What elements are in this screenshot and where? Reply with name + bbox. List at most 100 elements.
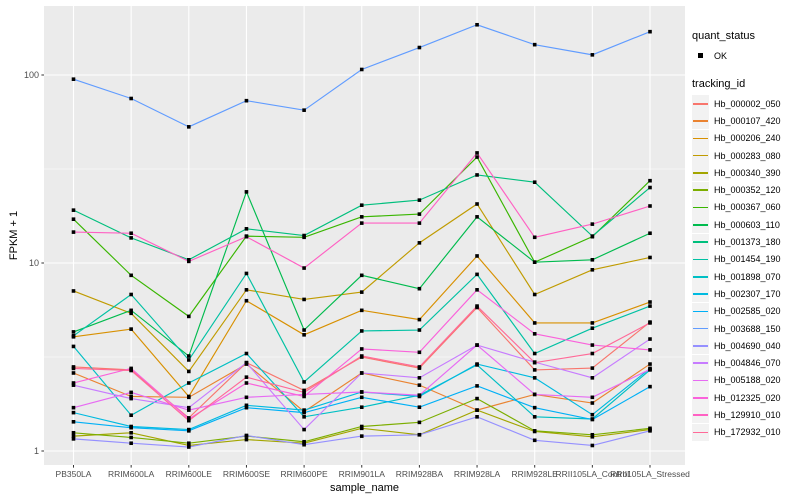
- data-point: [359, 67, 364, 72]
- data-point: [71, 419, 76, 424]
- x-tick-label: RRIM901LA: [339, 469, 386, 479]
- data-point: [532, 180, 537, 185]
- data-point: [417, 393, 422, 398]
- legend-title-quant-status: quant_status: [692, 30, 755, 42]
- legend-item-Hb_002307_170: Hb_002307_170: [692, 285, 798, 303]
- data-point: [244, 234, 249, 239]
- data-point: [590, 257, 595, 262]
- black-point-icon: [698, 53, 703, 58]
- data-point: [129, 236, 133, 240]
- data-point: [71, 434, 76, 438]
- series-color-key: [692, 233, 709, 251]
- data-point: [71, 208, 76, 212]
- series-line-icon: [693, 293, 708, 295]
- legend-item-Hb_000283_080: Hb_000283_080: [692, 147, 798, 165]
- data-point: [417, 420, 422, 425]
- data-point: [417, 365, 422, 369]
- data-point: [648, 29, 652, 34]
- plot-panel: [44, 6, 685, 465]
- legend-item-label: Hb_012325_020: [714, 392, 781, 403]
- series-color-key: [692, 112, 709, 130]
- x-tick-label: RRII105LA_Control: [555, 469, 629, 479]
- data-point: [590, 53, 595, 57]
- legend-item-label: Hb_002307_170: [714, 288, 781, 299]
- data-point: [71, 289, 76, 293]
- data-point: [302, 410, 306, 415]
- y-tick-label: 10: [29, 258, 39, 268]
- data-point: [129, 292, 133, 297]
- legend-item-label: Hb_001454_190: [714, 254, 781, 265]
- data-point: [187, 429, 191, 433]
- y-tick-label: 100: [24, 70, 39, 80]
- data-point: [648, 178, 652, 183]
- series-color-key: [692, 181, 709, 199]
- data-point: [417, 241, 422, 245]
- data-point: [244, 271, 249, 276]
- data-point: [244, 433, 249, 438]
- legend-item-Hb_000206_240: Hb_000206_240: [692, 129, 798, 147]
- data-point: [129, 231, 133, 236]
- data-point: [359, 426, 364, 431]
- data-point: [475, 408, 479, 412]
- legend-item-label: Hb_000283_080: [714, 150, 781, 161]
- data-point: [187, 381, 191, 385]
- data-point: [532, 415, 537, 419]
- legend-item-Hb_002585_020: Hb_002585_020: [692, 302, 798, 320]
- data-point: [532, 332, 537, 336]
- series-line-icon: [693, 379, 708, 382]
- legend-item-Hb_000107_420: Hb_000107_420: [692, 112, 798, 130]
- data-point: [590, 222, 595, 226]
- data-point: [71, 410, 76, 415]
- data-point: [648, 321, 652, 325]
- data-point: [71, 366, 76, 371]
- data-point: [648, 231, 652, 236]
- data-point: [129, 413, 133, 418]
- data-point: [590, 343, 595, 347]
- data-point: [359, 424, 364, 429]
- series-line-icon: [693, 310, 708, 313]
- data-point: [71, 344, 76, 349]
- data-point: [590, 268, 595, 272]
- data-point: [648, 185, 652, 190]
- ok-point-marker-key: [692, 47, 709, 64]
- data-point: [71, 230, 76, 234]
- data-point: [417, 45, 422, 50]
- data-point: [590, 376, 595, 380]
- series-line-icon: [693, 137, 708, 140]
- data-point: [129, 311, 133, 316]
- series-color-key: [692, 423, 709, 441]
- data-point: [244, 298, 249, 303]
- data-point: [359, 347, 364, 351]
- data-point: [532, 429, 537, 433]
- legend-item-label: Hb_000340_390: [714, 167, 781, 178]
- data-point: [129, 425, 133, 430]
- data-point: [129, 308, 133, 313]
- data-point: [129, 368, 133, 373]
- legend-item-Hb_172932_010: Hb_172932_010: [692, 423, 798, 441]
- data-point: [302, 427, 306, 432]
- data-point: [244, 437, 249, 442]
- series-color-key: [692, 268, 709, 286]
- series-line-icon: [693, 396, 708, 399]
- x-tick-label: PB350LA: [56, 469, 92, 479]
- data-point: [648, 337, 652, 341]
- data-point: [417, 286, 422, 291]
- legend-item-Hb_001454_190: Hb_001454_190: [692, 250, 798, 268]
- data-point: [302, 108, 306, 112]
- data-point: [359, 390, 364, 394]
- data-point: [648, 204, 652, 208]
- data-point: [648, 255, 652, 260]
- data-point: [129, 273, 133, 278]
- legend-item-ok-label: OK: [714, 50, 728, 61]
- data-point: [417, 383, 422, 387]
- legend-item-label: Hb_001373_180: [714, 237, 781, 248]
- data-point: [71, 381, 76, 385]
- data-point: [244, 227, 249, 231]
- data-point: [187, 394, 191, 399]
- data-point: [302, 333, 306, 337]
- legend-item-Hb_000352_120: Hb_000352_120: [692, 181, 798, 199]
- data-point: [359, 290, 364, 294]
- data-point: [417, 432, 422, 437]
- data-point: [359, 329, 364, 333]
